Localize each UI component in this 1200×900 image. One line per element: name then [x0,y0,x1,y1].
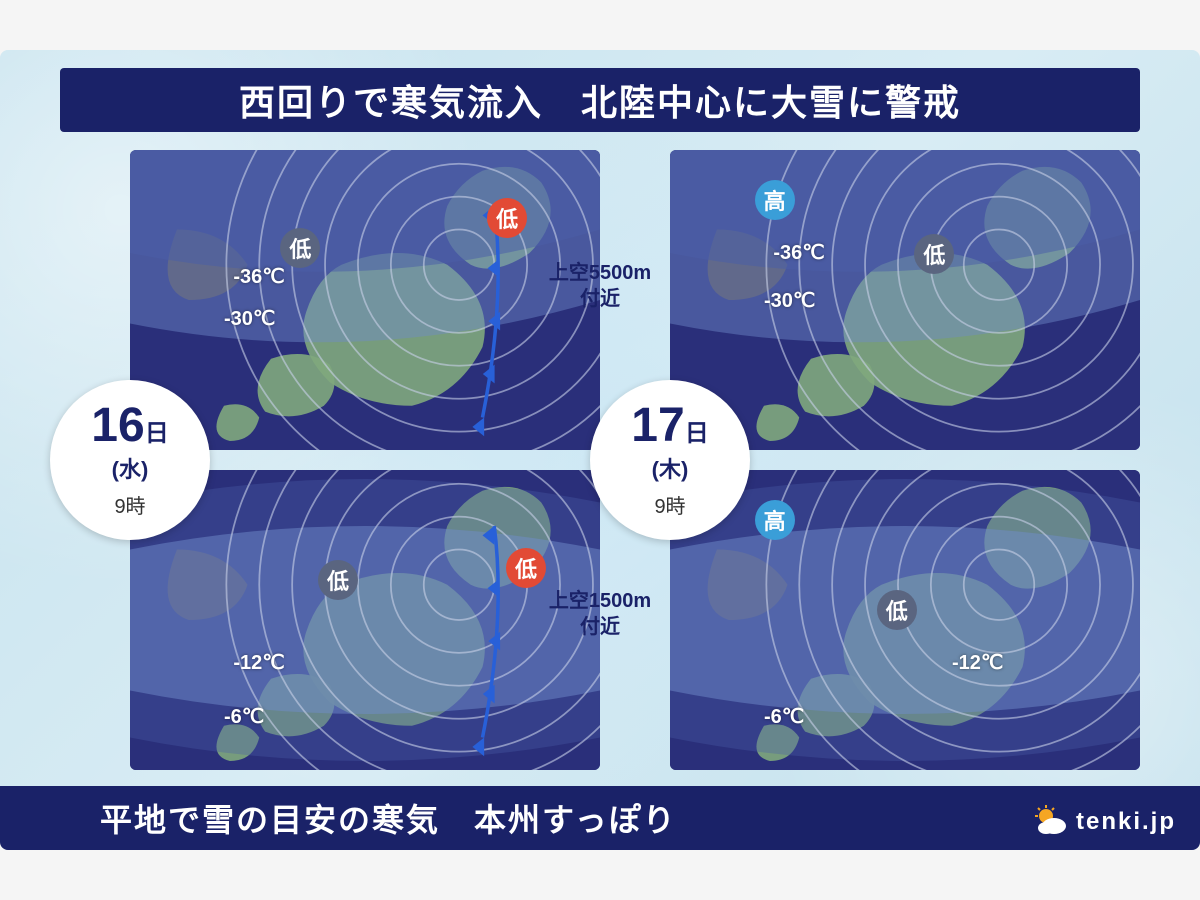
high-pressure-marker: 高 [755,180,795,220]
maps-area: 16日 (水) 9時 -36℃-30℃低低 [60,150,1140,770]
date-number: 16日 [91,402,168,450]
temp-label: -30℃ [224,306,275,331]
temp-label: -6℃ [764,704,804,729]
date-badge-16: 16日 (水) 9時 [50,380,210,540]
bottom-caption: 平地で雪の目安の寒気 本州すっぽり [100,795,677,841]
map-panel-16-upper: -36℃-30℃低低 [130,150,600,450]
day-of-week: (水) [112,452,149,484]
bottom-bar: 平地で雪の目安の寒気 本州すっぽり tenki.jp [0,786,1200,850]
temp-label: -36℃ [233,264,284,289]
low-pressure-marker: 低 [318,560,358,600]
forecast-time: 9時 [654,490,685,519]
tenki-logo: tenki.jp [1032,804,1176,840]
sun-cloud-icon [1032,804,1068,840]
date-badge-17: 17日 (木) 9時 [590,380,750,540]
altitude-label-upper: 上空5500m 付近 [540,260,660,312]
title-bar: 西回りで寒気流入 北陸中心に大雪に警戒 [60,68,1140,132]
high-pressure-marker: 高 [755,500,795,540]
forecast-time: 9時 [114,490,145,519]
temp-label: -36℃ [773,240,824,265]
day-column-16: 16日 (水) 9時 -36℃-30℃低低 [60,150,600,770]
low-pressure-marker: 低 [506,548,546,588]
low-pressure-marker: 低 [487,198,527,238]
map-panel-17-upper: -36℃-30℃高低 [670,150,1140,450]
low-pressure-marker: 低 [877,590,917,630]
day-column-17: 17日 (木) 9時 -36℃ -30℃ 高低 [600,150,1140,770]
temp-label: -6℃ [224,704,264,729]
temp-label: -12℃ [233,650,284,675]
altitude-label-lower: 上空1500m 付近 [540,588,660,640]
map-panel-16-lower: -12℃ -6℃ 低 低 [130,470,600,770]
temp-label: -30℃ [764,288,815,313]
date-number: 17日 [631,402,708,450]
title-text: 西回りで寒気流入 北陸中心に大雪に警戒 [239,74,961,126]
weather-infographic: 西回りで寒気流入 北陸中心に大雪に警戒 16日 (水) 9時 -36℃-30 [0,50,1200,850]
map-panel-17-lower: -12℃ -6℃ 高低 [670,470,1140,770]
day-of-week: (木) [652,452,689,484]
temp-label: -12℃ [952,650,1003,675]
logo-text: tenki.jp [1076,808,1176,836]
